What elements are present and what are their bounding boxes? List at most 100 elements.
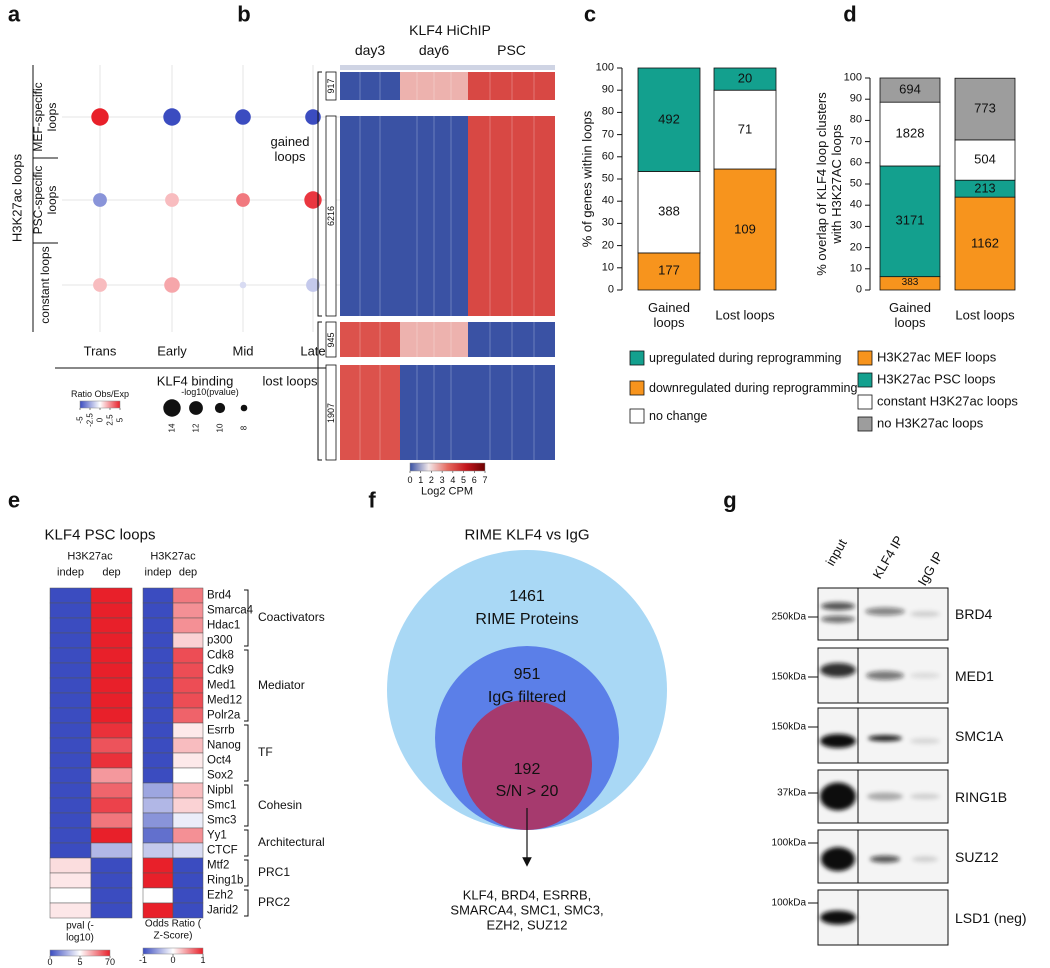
colorbar-tick-label: 1 bbox=[418, 474, 424, 485]
heatmap-cell bbox=[172, 707, 204, 724]
heatmap-cell bbox=[340, 72, 400, 100]
colorbar-label: Log2 CPM bbox=[421, 485, 473, 498]
heatmap-cell bbox=[172, 812, 204, 829]
row-label: Smc1 bbox=[207, 798, 237, 811]
group-label: PRC2 bbox=[258, 895, 291, 910]
x-tick-label: Late bbox=[300, 343, 326, 359]
protein-label: LSD1 (neg) bbox=[955, 909, 1027, 926]
group-label: TF bbox=[258, 745, 273, 760]
heatmap-cell bbox=[90, 842, 133, 859]
column-label: indep bbox=[144, 566, 172, 579]
y-axis-label: % of genes within loops bbox=[579, 110, 595, 248]
bar-segment bbox=[954, 196, 1016, 291]
row-label: Ring1b bbox=[207, 873, 244, 886]
heatmap-cell bbox=[142, 902, 174, 919]
heatmap-cell bbox=[90, 887, 133, 904]
heatmap-cell bbox=[172, 617, 204, 634]
heatmap-cell bbox=[468, 72, 555, 100]
heatmap-cell bbox=[49, 722, 92, 739]
heatmap-cell bbox=[49, 902, 92, 919]
colorbar-tick-label: 2.5 bbox=[105, 414, 115, 426]
heatmap-cell bbox=[49, 707, 92, 724]
band bbox=[821, 847, 855, 872]
y-tick-label: 50 bbox=[849, 177, 862, 190]
heatmap-cell bbox=[172, 692, 204, 709]
cluster-box bbox=[325, 364, 337, 461]
heatmap-cell bbox=[90, 797, 133, 814]
y-tick-label: 10 bbox=[601, 261, 614, 274]
group-label: lost loops bbox=[262, 373, 318, 389]
heatmap-cell bbox=[90, 767, 133, 784]
legend-label: downregulated during reprogramming bbox=[649, 380, 858, 395]
heatmap-cell bbox=[142, 887, 174, 904]
panel-label: a bbox=[7, 1, 21, 27]
band bbox=[868, 735, 902, 742]
bar-segment bbox=[713, 67, 777, 91]
legend-label: constant H3K27ac loops bbox=[877, 393, 1018, 409]
heatmap-cell bbox=[49, 887, 92, 904]
heatmap-cell bbox=[49, 827, 92, 844]
y-tick-label: 100 bbox=[843, 71, 862, 84]
colorbar-tick-label: -5 bbox=[75, 416, 85, 424]
bar-segment bbox=[879, 165, 941, 278]
column-header: H3K27ac bbox=[67, 550, 113, 563]
heatmap-cell bbox=[90, 707, 133, 724]
chart-title: KLF4 HiChIP bbox=[409, 21, 491, 38]
heatmap-cell bbox=[90, 827, 133, 844]
colorbar-tick-label: 7 bbox=[482, 474, 488, 485]
protein-label: RING1B bbox=[955, 788, 1008, 805]
row-label: Med1 bbox=[207, 678, 236, 691]
row-label: Smarca4 bbox=[207, 603, 254, 616]
colorbar-tick-label: 0 bbox=[407, 474, 413, 485]
bracket bbox=[244, 589, 249, 647]
heatmap-cell bbox=[49, 662, 92, 679]
cluster-size: 945 bbox=[325, 331, 336, 348]
heatmap-cell bbox=[142, 842, 174, 859]
colorbar-tick-label: 5 bbox=[77, 956, 83, 967]
heatmap-cell bbox=[142, 587, 174, 604]
legend-label: no H3K27ac loops bbox=[877, 415, 984, 431]
row-label: Hdac1 bbox=[207, 618, 241, 631]
row-label: Brd4 bbox=[207, 588, 232, 601]
bracket bbox=[317, 321, 322, 461]
heatmap-cell bbox=[172, 647, 204, 664]
segment-label: 177 bbox=[658, 262, 680, 278]
row-label: Polr2a bbox=[207, 708, 241, 721]
heatmap-cell bbox=[49, 767, 92, 784]
member-list: KLF4, BRD4, ESRRB, SMARCA4, SMC1, SMC3, … bbox=[450, 887, 604, 933]
heatmap-cell bbox=[172, 797, 204, 814]
x-tick-label: Mid bbox=[232, 343, 254, 359]
band bbox=[821, 615, 855, 623]
y-tick-label: 60 bbox=[601, 150, 614, 163]
segment-label: 504 bbox=[974, 151, 996, 167]
row-label: p300 bbox=[207, 633, 233, 646]
colorbar-tick-label: 5 bbox=[461, 474, 467, 485]
row-label: Nanog bbox=[207, 738, 241, 751]
heatmap-cell bbox=[142, 857, 174, 874]
heatmap-cell bbox=[90, 662, 133, 679]
colorbar-tick-label: 0 bbox=[170, 954, 176, 965]
dot bbox=[91, 108, 109, 126]
colorbar-tick-label: 1 bbox=[200, 954, 206, 965]
colorbar-tick-label: 4 bbox=[450, 474, 456, 485]
y-tick-label: 40 bbox=[849, 198, 862, 211]
panel-label: c bbox=[583, 1, 597, 27]
band bbox=[820, 782, 856, 811]
size-marker: 100kDa bbox=[771, 837, 806, 849]
legend-swatch bbox=[857, 350, 873, 366]
dot bbox=[306, 278, 320, 292]
heatmap-cell bbox=[172, 872, 204, 889]
cluster-box bbox=[325, 71, 337, 101]
colorbar-tick-label: 6 bbox=[471, 474, 477, 485]
heatmap-cell bbox=[142, 737, 174, 754]
heatmap-cell bbox=[90, 902, 133, 919]
dot bbox=[305, 109, 321, 125]
y-axis-label: % overlap of KLF4 loop clusters with H3K… bbox=[814, 92, 844, 276]
row-label: Sox2 bbox=[207, 768, 234, 781]
heatmap-cell bbox=[49, 677, 92, 694]
band bbox=[867, 792, 903, 801]
colorbar-tick-label: 0 bbox=[47, 956, 53, 967]
y-tick-label: 10 bbox=[849, 262, 862, 275]
heatmap-cell bbox=[49, 647, 92, 664]
heatmap-cell bbox=[90, 857, 133, 874]
